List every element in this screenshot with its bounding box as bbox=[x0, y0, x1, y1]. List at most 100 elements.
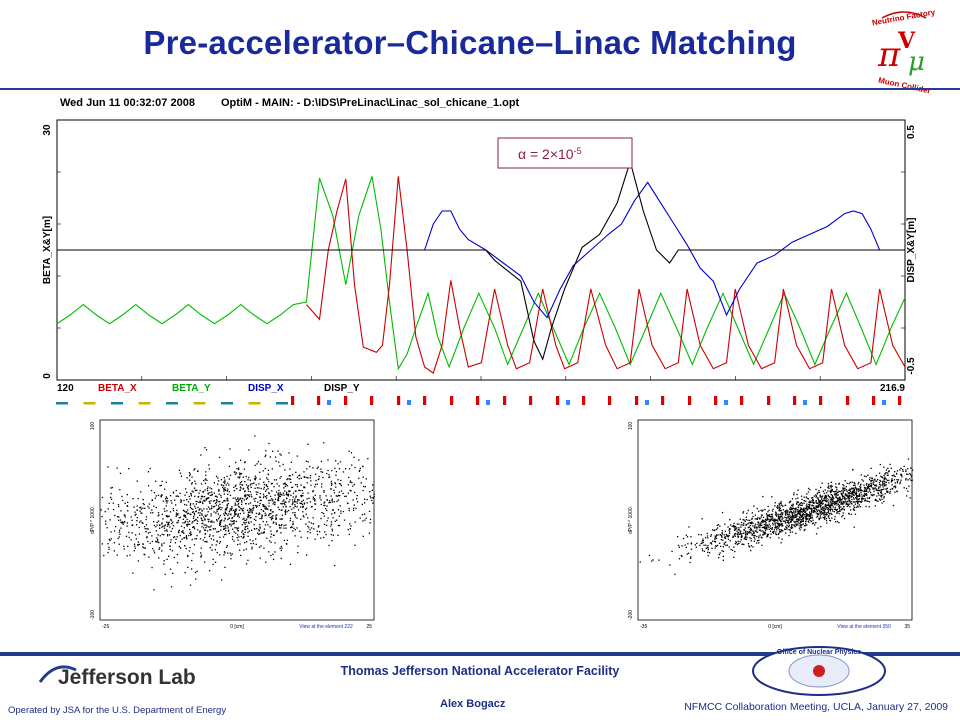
particle-point bbox=[275, 515, 277, 517]
particle-point bbox=[848, 503, 851, 505]
particle-point bbox=[238, 467, 240, 469]
particle-point bbox=[228, 529, 230, 531]
particle-point bbox=[267, 473, 269, 476]
particle-point bbox=[762, 534, 764, 536]
particle-point bbox=[237, 514, 239, 516]
particle-point bbox=[117, 537, 119, 540]
particle-point bbox=[340, 479, 342, 482]
particle-point bbox=[338, 525, 341, 527]
particle-point bbox=[811, 510, 813, 512]
particle-point bbox=[810, 513, 812, 515]
particle-point bbox=[126, 525, 128, 527]
particle-point bbox=[283, 487, 285, 489]
particle-point bbox=[725, 544, 727, 547]
particle-point bbox=[266, 521, 268, 523]
particle-point bbox=[107, 551, 109, 554]
particle-point bbox=[272, 558, 275, 561]
particle-point bbox=[748, 532, 750, 534]
particle-point bbox=[807, 508, 809, 510]
particle-point bbox=[204, 500, 206, 502]
particle-point bbox=[700, 534, 702, 536]
particle-point bbox=[753, 526, 755, 528]
particle-point bbox=[821, 497, 823, 499]
particle-point bbox=[798, 527, 801, 529]
particle-point bbox=[254, 464, 256, 466]
particle-point bbox=[786, 512, 788, 514]
particle-point bbox=[822, 490, 824, 492]
particle-point bbox=[869, 496, 871, 499]
particle-point bbox=[264, 455, 266, 458]
particle-point bbox=[707, 537, 709, 539]
particle-point bbox=[745, 538, 747, 540]
particle-point bbox=[187, 509, 189, 511]
particle-point bbox=[778, 507, 780, 509]
particle-point bbox=[702, 541, 704, 544]
particle-point bbox=[768, 521, 770, 523]
particle-point bbox=[201, 501, 203, 503]
particle-point bbox=[309, 529, 311, 531]
particle-point bbox=[802, 520, 805, 522]
particle-point bbox=[882, 486, 884, 488]
particle-point bbox=[802, 510, 804, 512]
particle-point bbox=[264, 514, 266, 517]
series-line-disp-y bbox=[57, 159, 905, 361]
particle-point bbox=[834, 515, 836, 518]
particle-point bbox=[884, 481, 886, 483]
particle-point bbox=[200, 556, 202, 558]
particle-point bbox=[355, 507, 357, 509]
particle-point bbox=[690, 543, 693, 545]
particle-point bbox=[800, 514, 802, 517]
particle-point bbox=[872, 487, 874, 489]
particle-point bbox=[801, 517, 804, 520]
particle-point bbox=[834, 501, 837, 503]
particle-point bbox=[807, 514, 809, 516]
particle-point bbox=[200, 552, 202, 554]
facility-name: Thomas Jefferson National Accelerator Fa… bbox=[340, 664, 620, 678]
particle-point bbox=[891, 479, 893, 481]
particle-point bbox=[136, 520, 138, 522]
particle-point bbox=[271, 468, 273, 470]
particle-point bbox=[759, 534, 761, 536]
particle-point bbox=[768, 528, 770, 530]
particle-point bbox=[270, 513, 272, 515]
particle-point bbox=[811, 512, 813, 514]
particle-point bbox=[269, 456, 271, 458]
particle-point bbox=[281, 509, 283, 511]
particle-point bbox=[268, 514, 270, 516]
particle-point bbox=[180, 475, 183, 477]
particle-point bbox=[277, 450, 279, 452]
particle-point bbox=[101, 496, 104, 499]
particle-point bbox=[141, 522, 143, 524]
particle-point bbox=[766, 516, 768, 518]
particle-point bbox=[825, 512, 827, 514]
particle-point bbox=[188, 534, 190, 537]
particle-point bbox=[203, 508, 205, 510]
particle-point bbox=[209, 521, 212, 523]
particle-point bbox=[806, 503, 808, 505]
particle-point bbox=[762, 495, 764, 498]
particle-point bbox=[865, 494, 868, 496]
particle-point bbox=[231, 507, 233, 509]
particle-point bbox=[761, 524, 763, 526]
particle-point bbox=[230, 520, 232, 522]
particle-point bbox=[845, 503, 847, 505]
particle-point bbox=[750, 523, 753, 525]
particle-point bbox=[767, 515, 769, 517]
particle-point bbox=[797, 524, 799, 526]
particle-point bbox=[862, 498, 864, 500]
particle-point bbox=[361, 503, 363, 505]
particle-point bbox=[292, 501, 294, 503]
dipole-element bbox=[450, 396, 454, 405]
particle-point bbox=[309, 477, 311, 479]
particle-point bbox=[759, 527, 761, 529]
particle-point bbox=[280, 532, 282, 534]
particle-point bbox=[737, 533, 739, 536]
series-line-beta-y bbox=[56, 176, 906, 371]
particle-point bbox=[808, 506, 810, 508]
particle-point bbox=[864, 490, 866, 493]
particle-point bbox=[866, 497, 869, 499]
particle-point bbox=[241, 508, 243, 510]
particle-point bbox=[845, 493, 847, 495]
particle-point bbox=[801, 515, 803, 517]
particle-point bbox=[261, 516, 263, 518]
